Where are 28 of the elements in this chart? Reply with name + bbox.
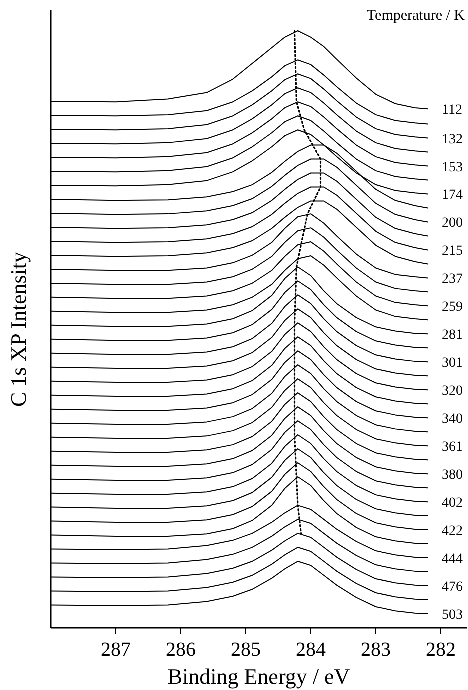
series-label: 361 [442, 440, 463, 456]
x-tick-label: 282 [426, 639, 456, 661]
series-label: 153 [442, 160, 463, 176]
series-label: 237 [442, 272, 463, 288]
x-tick-label: 285 [231, 639, 261, 661]
series-label: 476 [442, 580, 463, 596]
series-label: 112 [442, 103, 462, 118]
series-label: 503 [442, 608, 463, 623]
series-label: 444 [442, 552, 463, 568]
series-label: 174 [442, 188, 463, 204]
x-tick-label: 283 [361, 639, 391, 661]
series-label: 320 [442, 384, 463, 400]
series-label: 215 [442, 244, 463, 260]
series-label: 422 [442, 524, 463, 540]
series-label: 301 [442, 356, 463, 372]
y-axis-title: C 1s XP Intensity [6, 252, 31, 408]
series-label: 281 [442, 328, 463, 344]
series-label: 340 [442, 412, 463, 428]
x-tick-label: 286 [166, 639, 196, 661]
series-label: 259 [442, 300, 463, 316]
series-label: 402 [442, 496, 463, 512]
x-axis-title: Binding Energy / eV [168, 664, 350, 689]
series-label: 200 [442, 216, 463, 232]
x-tick-label: 287 [101, 639, 131, 661]
x-tick-label: 284 [296, 639, 326, 661]
series-label: 132 [442, 132, 463, 148]
legend-title: Temperature / K [366, 8, 466, 24]
series-label: 380 [442, 468, 463, 484]
